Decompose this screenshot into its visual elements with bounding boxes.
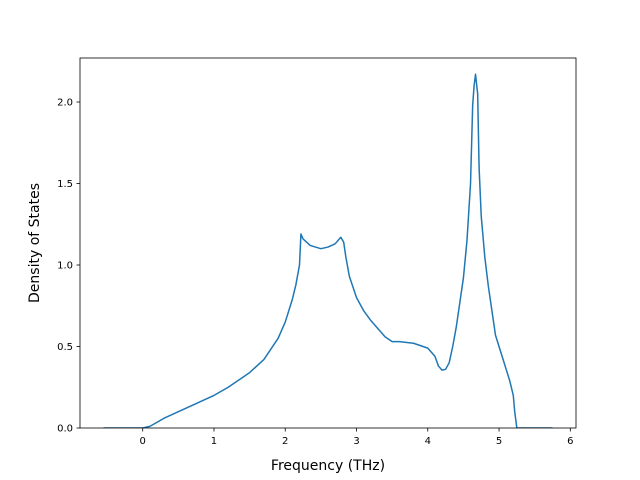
x-axis-label: Frequency (THz) [271,458,385,474]
x-tick-label: 1 [211,436,217,447]
y-tick-label: 1.0 [57,261,73,272]
series-line-0 [103,73,553,428]
y-tick-label: 0.0 [57,424,73,435]
y-tick-label: 1.5 [57,179,73,190]
x-tick-label: 4 [425,436,431,447]
axes: 0 1 2 3 4 5 6 0.0 0.5 1.0 1.5 2.0 [57,57,577,447]
y-axis-label: Density of States [27,183,43,303]
y-tick-label: 2.0 [57,98,73,109]
plot-area [103,73,553,428]
x-tick-label: 2 [282,436,288,447]
x-tick-label: 6 [567,436,573,447]
x-tick-label: 5 [496,436,502,447]
x-tick-label: 0 [140,436,146,447]
y-tick-label: 0.5 [57,342,73,353]
axes-frame [79,57,577,429]
x-tick-label: 3 [353,436,359,447]
